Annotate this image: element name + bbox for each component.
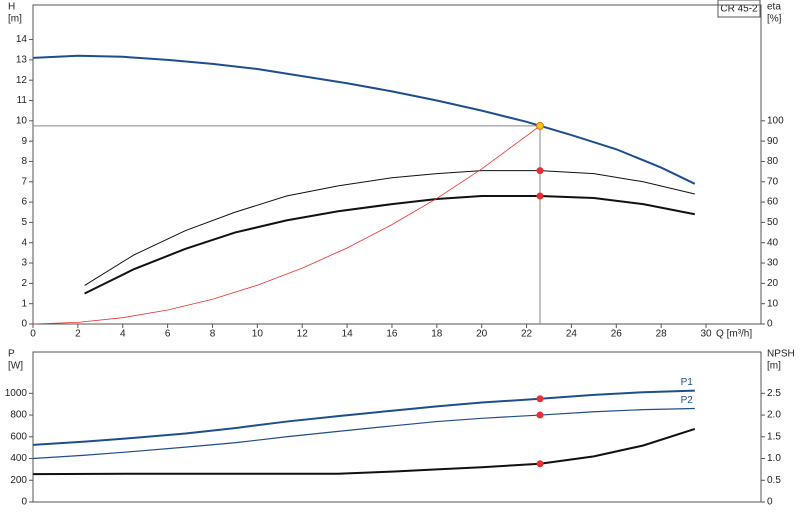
y-axis-label: P xyxy=(8,349,15,360)
y-tick-label: 2 xyxy=(21,278,27,289)
x-tick-label: 14 xyxy=(342,329,354,340)
y-tick-label: 400 xyxy=(10,453,27,464)
duty-point xyxy=(536,192,544,200)
y2-tick-label: 90 xyxy=(767,136,779,147)
plot-frame xyxy=(32,351,762,503)
y-tick-label: 9 xyxy=(21,136,27,147)
x-tick-label: 8 xyxy=(210,329,216,340)
duty-point xyxy=(536,411,544,419)
x-tick-label: 30 xyxy=(700,329,712,340)
y2-tick-label: 80 xyxy=(767,156,779,167)
x-tick-label: 28 xyxy=(656,329,668,340)
series-line xyxy=(32,428,696,476)
x-axis-label: Q [m³/h] xyxy=(716,329,752,340)
y-tick-label: 0 xyxy=(21,319,27,330)
y2-tick-label: 1.0 xyxy=(767,453,781,464)
x-tick-label: 2 xyxy=(75,329,81,340)
y-tick-label: 1 xyxy=(21,298,27,309)
series-line xyxy=(32,54,696,185)
series-line xyxy=(32,407,695,460)
y-axis-label: [W] xyxy=(8,361,23,372)
x-tick-label: 0 xyxy=(30,329,36,340)
x-tick-label: 10 xyxy=(252,329,264,340)
x-tick-label: 6 xyxy=(165,329,171,340)
y-tick-label: 600 xyxy=(10,431,27,442)
y2-axis-label: [m] xyxy=(767,361,781,372)
y2-tick-label: 0 xyxy=(767,497,773,508)
model-label: CR 45-2 xyxy=(720,4,758,15)
y2-tick-label: 0 xyxy=(767,319,773,330)
y2-tick-label: 1.5 xyxy=(767,431,781,442)
y2-tick-label: 0.5 xyxy=(767,475,781,486)
y-tick-label: 10 xyxy=(16,115,28,126)
y2-axis-label: eta xyxy=(767,2,781,13)
y2-tick-label: 2.5 xyxy=(767,388,781,399)
series-line xyxy=(32,125,541,325)
series-line xyxy=(84,170,695,286)
y2-tick-label: 30 xyxy=(767,258,779,269)
y2-tick-label: 50 xyxy=(767,217,779,228)
duty-point xyxy=(536,167,544,175)
x-tick-label: 20 xyxy=(476,329,488,340)
x-tick-label: 12 xyxy=(297,329,309,340)
y2-axis-label: [%] xyxy=(767,14,782,25)
y-tick-label: 7 xyxy=(21,176,27,187)
y2-tick-label: 40 xyxy=(767,237,779,248)
y2-axis-label: NPSH xyxy=(767,349,795,360)
duty-point xyxy=(536,395,544,403)
y-tick-label: 11 xyxy=(17,95,28,106)
y-tick-label: 6 xyxy=(21,197,27,208)
x-tick-label: 16 xyxy=(386,329,398,340)
y2-tick-label: 60 xyxy=(767,197,779,208)
y-axis-label: H xyxy=(8,2,15,13)
y2-tick-label: 2.0 xyxy=(767,410,781,421)
y-tick-label: 8 xyxy=(21,156,27,167)
y-tick-label: 4 xyxy=(21,237,27,248)
y2-tick-label: 100 xyxy=(767,115,784,126)
y-tick-label: 12 xyxy=(16,75,28,86)
y-tick-label: 13 xyxy=(16,55,28,66)
series-label: P2 xyxy=(681,395,694,406)
y-tick-label: 14 xyxy=(16,34,28,45)
y-tick-label: 3 xyxy=(21,258,27,269)
x-tick-label: 22 xyxy=(521,329,533,340)
y2-tick-label: 20 xyxy=(767,278,779,289)
y-axis-label: [m] xyxy=(8,14,22,25)
model-box xyxy=(717,0,761,18)
y-tick-label: 200 xyxy=(10,475,27,486)
plot-frame xyxy=(32,4,762,325)
y2-tick-label: 70 xyxy=(767,176,779,187)
x-tick-label: 4 xyxy=(120,329,126,340)
series-label: P1 xyxy=(681,377,694,388)
y2-tick-label: 10 xyxy=(767,298,779,309)
y-tick-label: 800 xyxy=(10,410,27,421)
y-tick-label: 0 xyxy=(21,497,27,508)
y-tick-label: 5 xyxy=(21,217,27,228)
duty-point xyxy=(536,460,544,468)
x-tick-label: 24 xyxy=(566,329,578,340)
series-line xyxy=(84,194,696,295)
x-tick-label: 18 xyxy=(431,329,443,340)
y-tick-label: 1000 xyxy=(5,388,28,399)
series-line xyxy=(32,389,695,446)
duty-point xyxy=(536,121,545,130)
x-tick-label: 26 xyxy=(611,329,623,340)
